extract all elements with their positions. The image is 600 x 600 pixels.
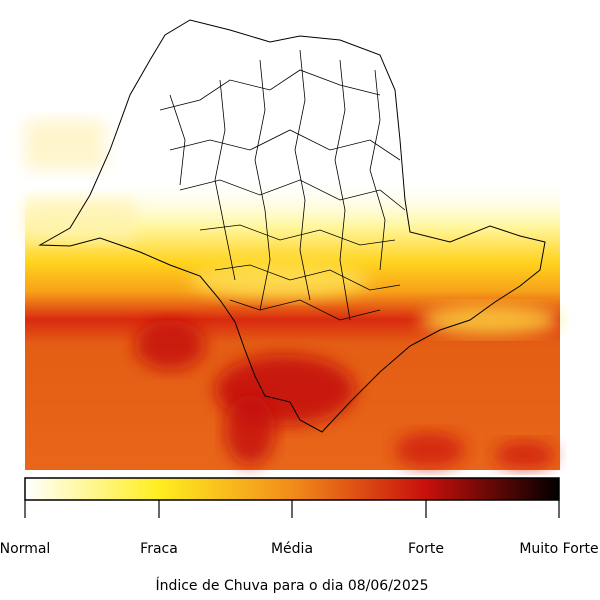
colorbar-label: Normal [0,541,50,557]
state-outline [38,19,546,433]
municipal-borders [159,49,406,321]
colorbar [24,477,560,501]
colorbar-label: Muito Forte [519,541,598,557]
rain-patch [395,432,465,468]
rain-patch [225,395,275,465]
rain-patch [25,200,135,240]
colorbar-label: Forte [408,541,444,557]
colorbar-label: Fraca [140,541,178,557]
rain-patch [495,441,555,469]
rain-patch [135,320,205,370]
caption: Índice de Chuva para o dia 08/06/2025 [155,577,428,594]
rain-patch [420,305,560,335]
rain-patch [25,120,105,170]
rain-field [25,0,560,470]
colorbar-ticks [24,500,560,518]
colorbar-label: Média [271,541,313,557]
